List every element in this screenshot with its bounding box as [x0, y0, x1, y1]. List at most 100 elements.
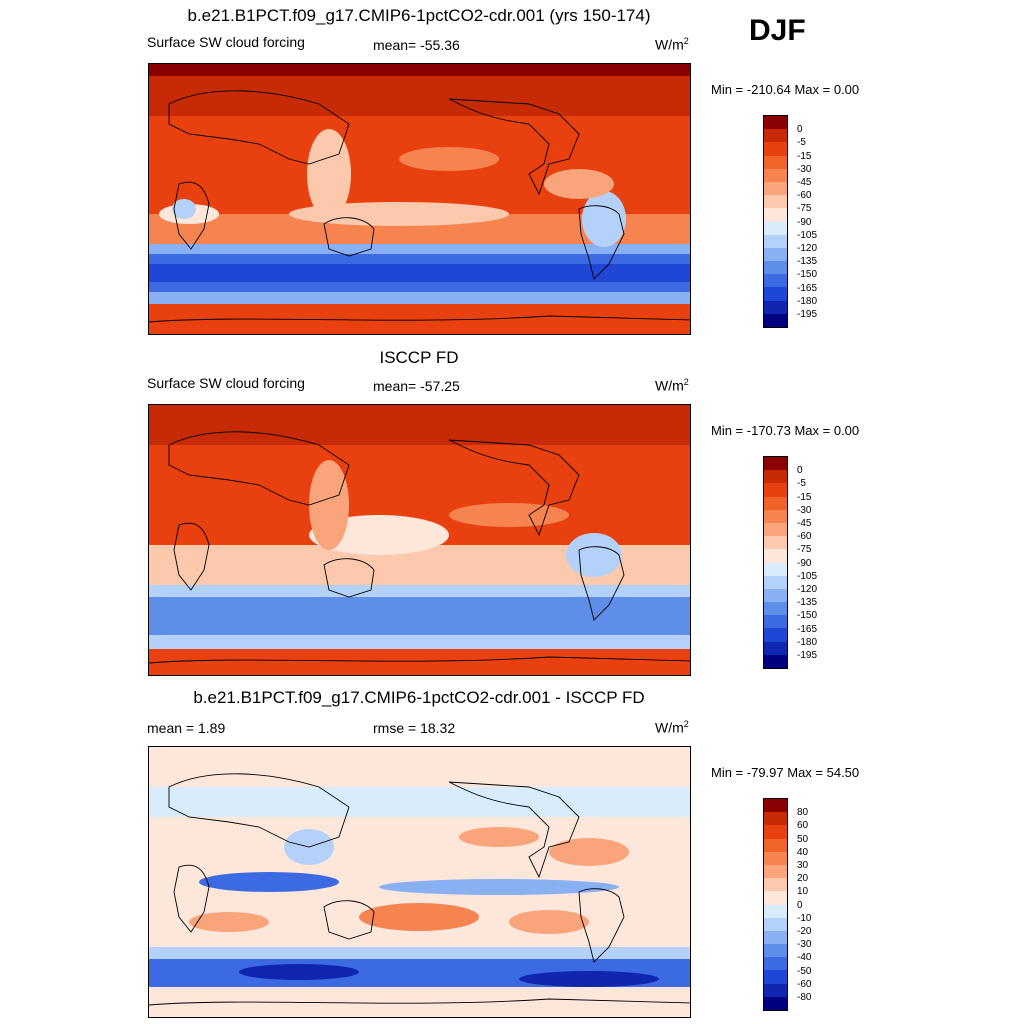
colorbar-segment [764, 917, 787, 931]
colorbar-segment [764, 155, 787, 169]
colorbar-segment [764, 300, 787, 314]
panel2-variable-label: Surface SW cloud forcing [147, 375, 305, 391]
panel3-minmax: Min = -79.97 Max = 54.50 [711, 765, 860, 780]
colorbar-segment [764, 509, 787, 523]
colorbar-level-label: -90 [797, 216, 812, 228]
colorbar-level-label: -75 [797, 544, 812, 556]
colorbar-segment [764, 562, 787, 576]
colorbar-level-label: -40 [797, 952, 812, 964]
colorbar-level-label: -135 [797, 597, 818, 609]
panel1-colorbar [763, 115, 788, 328]
colorbar-segment [764, 615, 787, 629]
panel1-variable-label: Surface SW cloud forcing [147, 34, 305, 50]
colorbar-segment [764, 983, 787, 997]
panel2-minmax: Min = -170.73 Max = 0.00 [711, 423, 860, 438]
panel3-units: W/m2 [655, 719, 689, 736]
colorbar-level-label: -45 [797, 518, 812, 529]
colorbar-segment [764, 930, 787, 945]
colorbar-level-label: -60 [797, 978, 812, 990]
colorbar-segment [764, 457, 787, 471]
colorbar-segment [764, 313, 787, 327]
colorbar-level-label: -120 [797, 243, 818, 254]
colorbar-level-label: -165 [797, 623, 818, 635]
panel2-map [148, 404, 691, 676]
colorbar-level-label: 30 [797, 860, 809, 871]
colorbar-level-label: -5 [797, 478, 806, 490]
colorbar-level-label: 60 [797, 820, 809, 832]
colorbar-segment [764, 641, 787, 655]
colorbar-segment [764, 944, 787, 958]
colorbar-segment [764, 957, 787, 971]
colorbar-level-label: 40 [797, 846, 809, 858]
panel2-units: W/m2 [655, 377, 689, 394]
colorbar-segment [764, 247, 787, 262]
colorbar-segment [764, 851, 787, 865]
colorbar-level-label: -105 [797, 570, 818, 582]
colorbar-segment [764, 522, 787, 537]
colorbar-level-label: -180 [797, 636, 818, 648]
colorbar-level-label: 50 [797, 833, 809, 845]
panel1-title: b.e21.B1PCT.f09_g17.CMIP6-1pctCO2-cdr.00… [187, 6, 651, 25]
colorbar-level-label: -45 [797, 177, 812, 188]
colorbar-segment [764, 825, 787, 839]
colorbar-segment [764, 208, 787, 222]
colorbar-segment [764, 129, 787, 143]
colorbar-level-label: 10 [797, 886, 809, 898]
panel3-rmse: rmse = 18.32 [373, 720, 456, 736]
colorbar-level-label: -5 [797, 137, 806, 149]
colorbar-segment [764, 181, 787, 196]
panel1-minmax: Min = -210.64 Max = 0.00 [711, 82, 860, 97]
panel3-colorbar [763, 798, 788, 1011]
panel2-mean: mean= -57.25 [373, 378, 460, 394]
colorbar-level-label: -50 [797, 965, 812, 977]
colorbar-segment [764, 575, 787, 589]
colorbar-level-label: 0 [797, 124, 803, 136]
colorbar-level-label: -105 [797, 229, 818, 241]
colorbar-level-label: -20 [797, 926, 812, 937]
colorbar-segment [764, 483, 787, 497]
colorbar-segment [764, 116, 787, 130]
colorbar-segment [764, 536, 787, 550]
colorbar-segment [764, 838, 787, 852]
panel3-map [148, 746, 691, 1018]
colorbar-segment [764, 221, 787, 235]
colorbar-segment [764, 274, 787, 288]
colorbar-segment [764, 891, 787, 905]
colorbar-segment [764, 812, 787, 826]
colorbar-level-label: -120 [797, 584, 818, 595]
colorbar-level-label: -150 [797, 610, 818, 622]
colorbar-level-label: 0 [797, 899, 803, 911]
colorbar-level-label: 20 [797, 873, 809, 885]
colorbar-segment [764, 470, 787, 484]
colorbar-segment [764, 261, 787, 275]
colorbar-segment [764, 549, 787, 563]
colorbar-level-label: -30 [797, 163, 812, 175]
colorbar-segment [764, 234, 787, 248]
colorbar-level-label: -30 [797, 939, 812, 951]
colorbar-level-label: -75 [797, 203, 812, 215]
colorbar-segment [764, 168, 787, 182]
colorbar-segment [764, 996, 787, 1010]
colorbar-level-label: -15 [797, 491, 812, 503]
panel3-title: b.e21.B1PCT.f09_g17.CMIP6-1pctCO2-cdr.00… [193, 688, 645, 707]
panel1-units: W/m2 [655, 36, 689, 53]
colorbar-segment [764, 799, 787, 813]
season-label: DJF [749, 14, 806, 47]
colorbar-level-label: -195 [797, 650, 818, 661]
colorbar-level-label: -195 [797, 309, 818, 320]
colorbar-segment [764, 496, 787, 510]
colorbar-segment [764, 142, 787, 156]
colorbar-level-label: -135 [797, 256, 818, 268]
panel1-map [148, 63, 691, 335]
colorbar-level-label: -150 [797, 269, 818, 281]
colorbar-segment [764, 602, 787, 616]
colorbar-segment [764, 628, 787, 642]
panel2-title: ISCCP FD [379, 348, 459, 367]
panel1-mean: mean= -55.36 [373, 37, 460, 53]
colorbar-level-label: -90 [797, 557, 812, 569]
colorbar-level-label: -180 [797, 295, 818, 307]
colorbar-segment [764, 878, 787, 892]
panel2-colorbar [763, 456, 788, 669]
colorbar-segment [764, 287, 787, 301]
colorbar-segment [764, 864, 787, 879]
